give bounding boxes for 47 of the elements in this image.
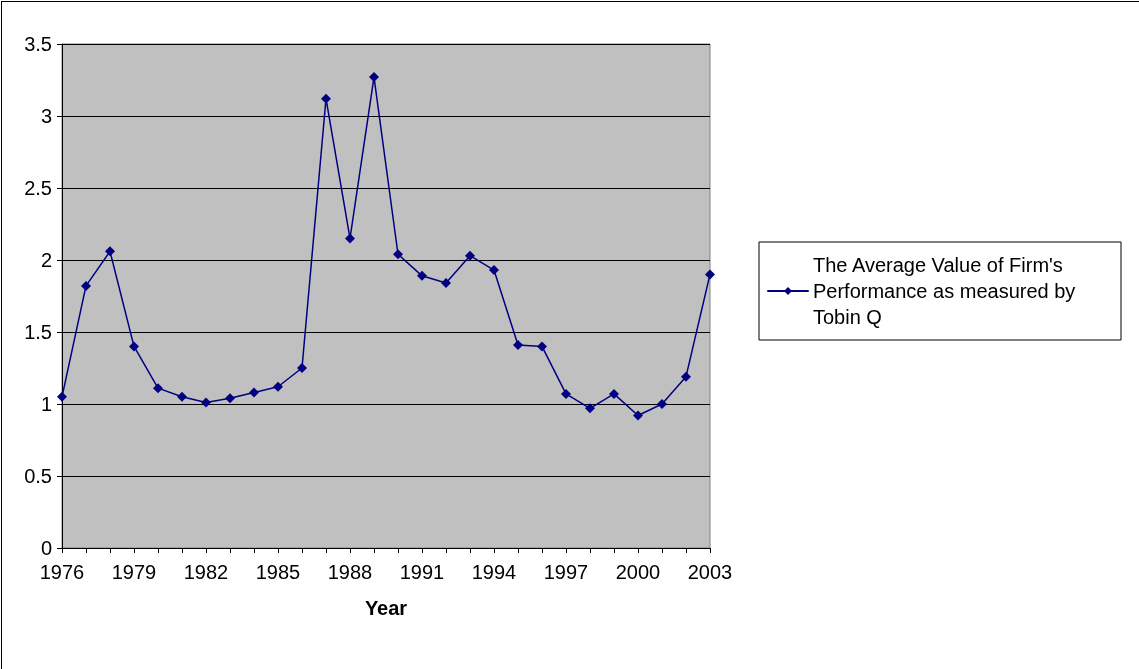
- y-tick-label: 1: [40, 393, 52, 415]
- point: [321, 93, 331, 104]
- x-tick-label: 1988: [327, 561, 373, 583]
- point: [489, 265, 499, 276]
- point: [201, 397, 211, 408]
- point: [345, 233, 355, 244]
- point: [609, 388, 619, 399]
- point: [537, 341, 547, 352]
- x-tick-label: 2003: [687, 561, 733, 583]
- point: [393, 249, 403, 260]
- point: [297, 363, 307, 373]
- y-tick-label: 3.5: [24, 33, 52, 55]
- y-tick-label: 1.5: [24, 321, 52, 343]
- point: [225, 393, 235, 404]
- point: [633, 410, 643, 421]
- y-tick-label: 3: [40, 105, 52, 127]
- y-tick-label: 2: [40, 249, 52, 271]
- point: [513, 339, 523, 350]
- y-tick-label: 2.5: [24, 177, 52, 199]
- point: [177, 391, 187, 402]
- point: [705, 269, 715, 280]
- point: [465, 250, 475, 261]
- y-tick-label: 0: [40, 537, 52, 559]
- x-tick-label: 1991: [399, 561, 445, 583]
- point: [153, 383, 163, 394]
- x-tick-label: 1997: [543, 561, 589, 583]
- point: [249, 387, 259, 398]
- x-tick-label: 1982: [183, 561, 229, 583]
- point: [417, 270, 427, 281]
- point: [441, 278, 451, 289]
- point: [657, 399, 667, 409]
- y-tick-label: 0.5: [24, 465, 52, 487]
- x-tick-label: 1976: [39, 561, 85, 583]
- x-tick-label: 1979: [111, 561, 157, 583]
- x-tick-label: 1985: [255, 561, 301, 583]
- point: [273, 381, 283, 392]
- x-tick-label: 2000: [615, 561, 661, 583]
- point: [681, 371, 691, 382]
- point: [129, 341, 139, 352]
- x-axis-title: Year: [364, 597, 408, 619]
- legend-label: The Average Value of Firm's Performance as measured by Tobin Q: [813, 254, 1081, 328]
- point: [105, 246, 115, 257]
- point: [585, 403, 595, 414]
- x-tick-label: 1994: [471, 561, 517, 583]
- point: [57, 391, 67, 402]
- point: [561, 388, 571, 399]
- point: [81, 280, 91, 291]
